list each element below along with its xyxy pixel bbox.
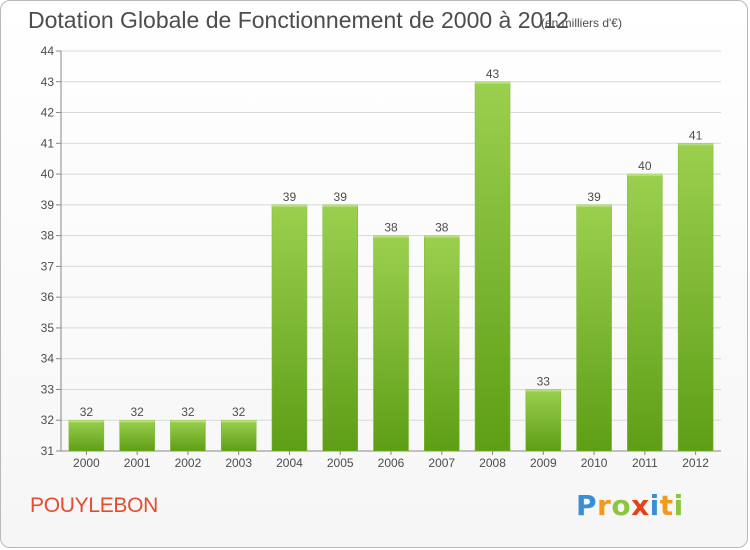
data-label-2002: 32 bbox=[181, 405, 195, 419]
y-tick-label: 37 bbox=[41, 259, 55, 273]
bar-2011 bbox=[627, 173, 663, 452]
x-tick-label-2000: 2000 bbox=[73, 456, 100, 470]
x-tick-label-2011: 2011 bbox=[632, 456, 658, 470]
data-label-2012: 41 bbox=[689, 128, 703, 142]
bar-2010 bbox=[576, 204, 612, 452]
y-tick-label: 36 bbox=[41, 290, 55, 304]
bar-2000 bbox=[68, 419, 105, 452]
commune-name: POUYLEBON bbox=[30, 494, 159, 517]
logo-letter: t bbox=[659, 489, 674, 522]
bar-highlight bbox=[424, 235, 460, 238]
logo-letter: i bbox=[649, 489, 660, 522]
data-label-2008: 43 bbox=[486, 67, 500, 81]
y-tick-label: 41 bbox=[41, 136, 55, 150]
x-tick-label-2003: 2003 bbox=[225, 456, 252, 470]
axes: 31 32 33 34 35 36 37 38 39 40 41 42 43 44 2000 2001 2002… bbox=[41, 44, 721, 470]
x-tick-label-2006: 2006 bbox=[378, 456, 405, 470]
data-label-2011: 40 bbox=[638, 159, 652, 173]
bar-2006 bbox=[373, 235, 409, 452]
bar-2012 bbox=[677, 143, 714, 452]
bar-highlight bbox=[475, 81, 511, 84]
data-label-2000: 32 bbox=[80, 405, 94, 419]
x-tick-label-2008: 2008 bbox=[479, 456, 506, 470]
y-tick-label: 33 bbox=[41, 382, 55, 396]
y-tick-label: 42 bbox=[41, 106, 55, 120]
bar-2009 bbox=[525, 389, 562, 452]
y-tick-label: 44 bbox=[41, 44, 55, 58]
bar-highlight bbox=[576, 204, 612, 207]
bar-2002 bbox=[170, 419, 206, 452]
x-tick-label-2010: 2010 bbox=[581, 456, 608, 470]
bar-highlight bbox=[678, 143, 714, 146]
y-tick-label: 32 bbox=[41, 413, 55, 427]
bar-highlight bbox=[170, 420, 206, 423]
logo-letter: r bbox=[597, 489, 612, 522]
proxiti-logo[interactable]: Proxiti bbox=[576, 489, 684, 522]
x-tick-label-2012: 2012 bbox=[682, 456, 709, 470]
logo-letter: P bbox=[576, 489, 598, 522]
bar-highlight bbox=[271, 204, 307, 207]
x-tick-label-2007: 2007 bbox=[428, 456, 455, 470]
bar-highlight bbox=[373, 235, 409, 238]
data-label-2009: 33 bbox=[537, 374, 551, 388]
data-label-2004: 39 bbox=[283, 190, 297, 204]
bar-2001 bbox=[119, 419, 155, 452]
x-tick-label-2009: 2009 bbox=[530, 456, 557, 470]
bar-highlight bbox=[68, 420, 104, 423]
data-label-2001: 32 bbox=[130, 405, 144, 419]
y-tick-label: 34 bbox=[41, 352, 55, 366]
y-tick-label: 40 bbox=[41, 167, 55, 181]
data-label-2010: 39 bbox=[587, 190, 601, 204]
x-tick-label-2001: 2001 bbox=[124, 456, 151, 470]
bar-2007 bbox=[424, 235, 460, 452]
y-tick-label: 39 bbox=[41, 198, 55, 212]
chart-unit: (en milliers d'€) bbox=[541, 16, 622, 30]
bar-2005 bbox=[322, 204, 358, 452]
y-tick-label: 31 bbox=[41, 444, 55, 458]
bar-highlight bbox=[322, 204, 358, 207]
bars bbox=[68, 81, 714, 452]
chart-title: Dotation Globale de Fonctionnement de 20… bbox=[28, 7, 569, 33]
logo-letter: o bbox=[611, 489, 632, 522]
bar-highlight bbox=[627, 174, 663, 177]
logo-letter: x bbox=[631, 489, 650, 522]
x-tick-label-2002: 2002 bbox=[175, 456, 202, 470]
y-tick-label: 43 bbox=[41, 75, 55, 89]
bar-highlight bbox=[119, 420, 155, 423]
data-label-2007: 38 bbox=[435, 221, 449, 235]
data-labels: 32 32 32 32 39 39 38 38 43 33 39 40 41 bbox=[80, 67, 703, 419]
x-tick-label-2005: 2005 bbox=[327, 456, 354, 470]
data-label-2005: 39 bbox=[334, 190, 348, 204]
x-tick-label-2004: 2004 bbox=[276, 456, 303, 470]
bar-2003 bbox=[220, 419, 257, 452]
logo-letter: i bbox=[673, 489, 684, 522]
bar-highlight bbox=[525, 389, 561, 392]
y-tick-label: 38 bbox=[41, 229, 55, 243]
data-label-2006: 38 bbox=[384, 221, 398, 235]
data-label-2003: 32 bbox=[232, 405, 246, 419]
bar-2008 bbox=[474, 81, 511, 452]
y-tick-label: 35 bbox=[41, 321, 55, 335]
bar-highlight bbox=[221, 420, 257, 423]
bar-2004 bbox=[271, 204, 308, 452]
